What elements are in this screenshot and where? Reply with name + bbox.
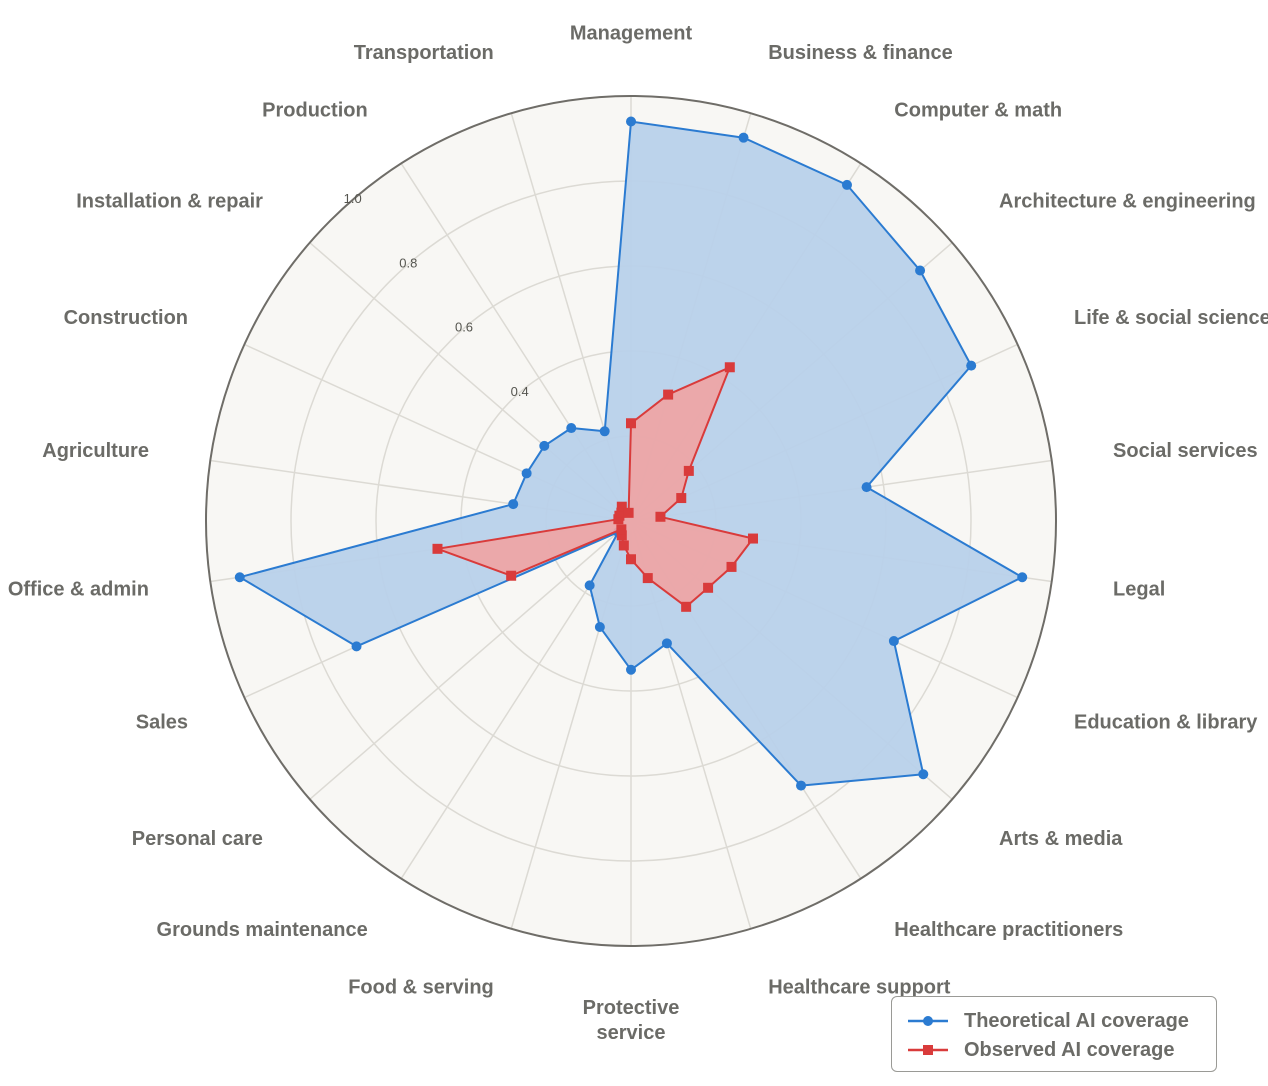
category-label-computer-and-math: Computer & math: [894, 100, 1062, 122]
data-point-theoretical-construction: [521, 468, 532, 479]
data-point-theoretical-social-services: [861, 482, 872, 493]
category-label-production: Production: [262, 100, 368, 122]
data-point-theoretical-healthcare-support: [661, 638, 672, 649]
data-point-theoretical-sales: [351, 641, 362, 652]
data-point-theoretical-protective-service: [626, 664, 636, 675]
data-point-observed-management: [626, 418, 636, 429]
data-point-theoretical-management: [626, 116, 636, 127]
data-point-observed-business-and-finance: [663, 389, 674, 400]
data-point-observed-healthcare-practitioners: [681, 601, 692, 612]
data-point-observed-computer-and-math: [724, 362, 735, 373]
category-label-construction: Construction: [64, 307, 188, 329]
category-label-transportation: Transportation: [354, 42, 494, 64]
data-point-theoretical-computer-and-math: [841, 179, 852, 190]
data-point-theoretical-life-and-social-sciences: [966, 360, 977, 371]
data-point-observed-production: [616, 501, 627, 512]
legend-item-theoretical: Theoretical AI coverage: [906, 1009, 1189, 1033]
category-label-installation-and-repair: Installation & repair: [76, 190, 263, 212]
data-point-observed-transportation: [623, 507, 634, 518]
category-label-healthcare-support: Healthcare support: [768, 977, 951, 999]
data-point-theoretical-office-and-admin: [234, 572, 245, 583]
radial-tick-label: 0.4: [511, 384, 529, 399]
data-point-theoretical-installation-and-repair: [539, 440, 550, 451]
category-label-management: Management: [570, 22, 693, 44]
category-label-grounds-maintenance: Grounds maintenance: [157, 919, 368, 941]
data-point-theoretical-business-and-finance: [738, 132, 749, 143]
data-point-theoretical-education-and-library: [888, 636, 899, 647]
data-point-observed-personal-care: [616, 524, 627, 535]
data-point-observed-arts-and-media: [703, 582, 714, 593]
series-observed: [432, 362, 758, 612]
category-label-education-and-library: Education & library: [1074, 712, 1258, 734]
category-label-protective-service: Protective service: [583, 997, 680, 1044]
category-label-arts-and-media: Arts & media: [999, 828, 1123, 850]
data-point-observed-education-and-library: [726, 561, 737, 572]
data-point-theoretical-legal: [1017, 572, 1028, 583]
category-label-business-and-finance: Business & finance: [768, 42, 953, 64]
data-point-theoretical-arts-and-media: [918, 769, 929, 780]
category-label-sales: Sales: [136, 712, 188, 734]
category-label-life-and-social-sciences: Life & social sciences: [1074, 307, 1268, 329]
legend-item-observed: Observed AI coverage: [906, 1038, 1174, 1062]
data-point-theoretical-healthcare-practitioners: [796, 780, 807, 791]
category-label-office-and-admin: Office & admin: [8, 579, 149, 601]
legend-marker-circle-icon: [908, 1016, 948, 1026]
legend-label-observed: Observed AI coverage: [964, 1038, 1175, 1061]
data-point-observed-sales: [506, 570, 517, 581]
data-point-observed-social-services: [655, 511, 666, 522]
radial-tick-label: 0.6: [455, 320, 473, 335]
category-label-architecture-and-engineering: Architecture & engineering: [999, 190, 1256, 212]
grid-spoke: [309, 520, 632, 800]
category-label-legal: Legal: [1113, 579, 1165, 601]
category-label-food-and-serving: Food & serving: [348, 977, 494, 999]
data-point-observed-protective-service: [626, 554, 636, 565]
category-label-social-services: Social services: [1113, 440, 1258, 462]
data-point-observed-life-and-social-sciences: [676, 493, 687, 504]
data-point-theoretical-food-and-serving: [594, 622, 605, 633]
data-point-observed-installation-and-repair: [616, 507, 627, 518]
category-label-personal-care: Personal care: [132, 828, 263, 850]
data-point-theoretical-agriculture: [508, 499, 519, 510]
data-point-observed-healthcare-support: [642, 573, 653, 584]
data-point-observed-office-and-admin: [432, 543, 443, 554]
data-point-observed-legal: [747, 533, 758, 544]
legend: Theoretical AI coverage Observed AI cove…: [891, 996, 1217, 1072]
radial-tick-label: 0.8: [399, 255, 417, 270]
category-label-healthcare-practitioners: Healthcare practitioners: [894, 919, 1123, 941]
data-point-theoretical-architecture-and-engineering: [915, 265, 926, 276]
radial-tick-label: 1.0: [344, 191, 362, 206]
outer-ring: [205, 95, 1057, 947]
data-point-observed-grounds-maintenance: [616, 530, 627, 541]
data-point-theoretical-grounds-maintenance: [584, 580, 595, 591]
data-point-observed-architecture-and-engineering: [683, 465, 694, 476]
legend-label-theoretical: Theoretical AI coverage: [964, 1009, 1189, 1032]
data-point-theoretical-transportation: [599, 426, 610, 437]
legend-marker-square-icon: [908, 1045, 948, 1055]
data-point-theoretical-production: [566, 423, 577, 434]
category-label-agriculture: Agriculture: [42, 440, 149, 462]
data-point-observed-food-and-serving: [618, 540, 629, 551]
